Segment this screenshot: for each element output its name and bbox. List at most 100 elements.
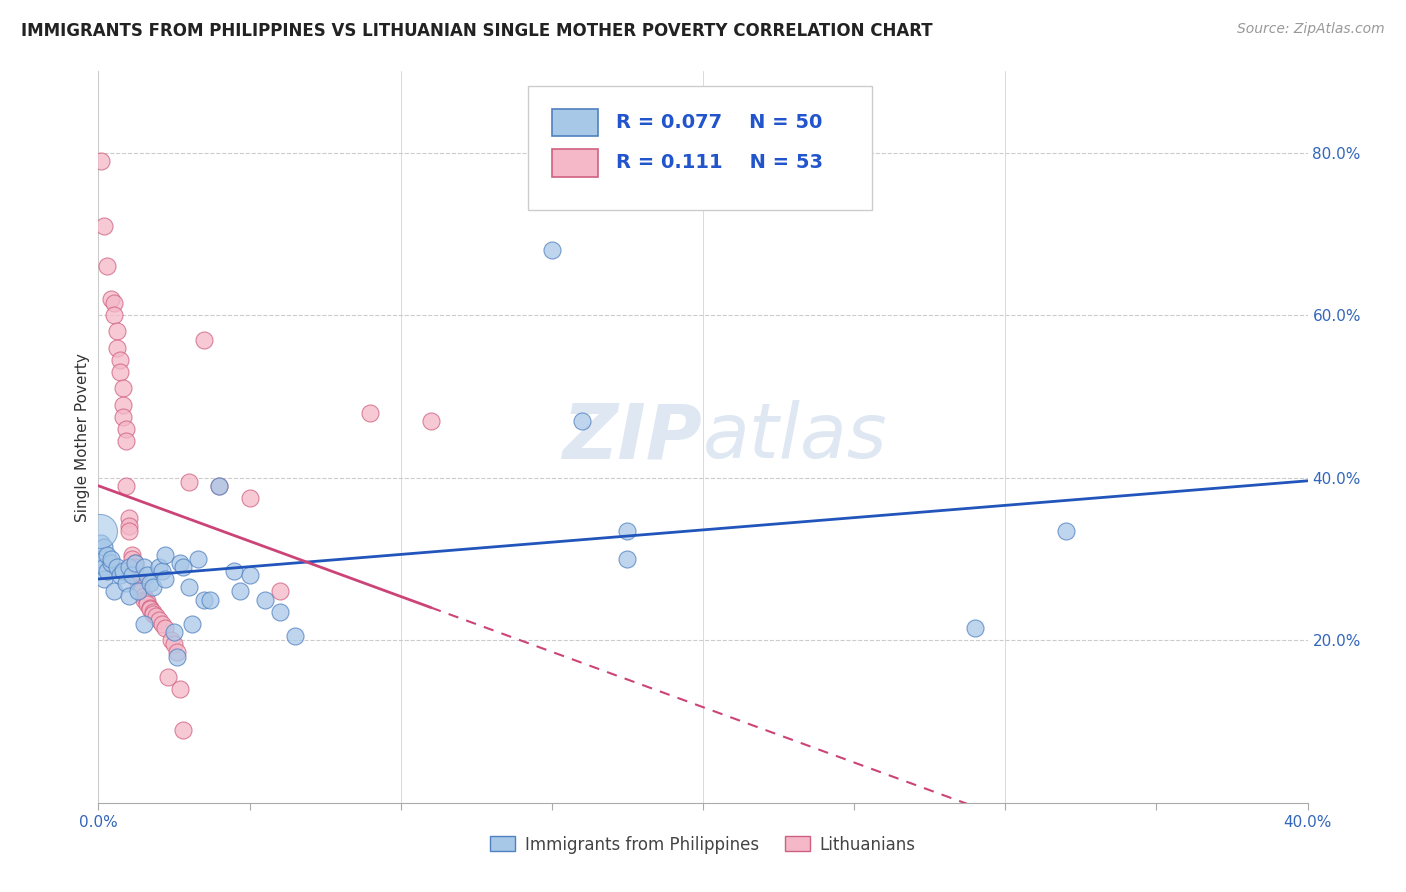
Point: [139, 600, 162, 615]
Point: [179, 581, 201, 595]
Point: [135, 594, 157, 608]
Point: [108, 352, 131, 367]
Point: [111, 564, 134, 578]
Point: [118, 560, 141, 574]
Text: IMMIGRANTS FROM PHILIPPINES VS LITHUANIAN SINGLE MOTHER POVERTY CORRELATION CHAR: IMMIGRANTS FROM PHILIPPINES VS LITHUANIA…: [21, 22, 932, 40]
Point: [239, 491, 262, 505]
Point: [139, 576, 162, 591]
Point: [124, 568, 146, 582]
Point: [169, 556, 191, 570]
Point: [616, 552, 638, 566]
Point: [132, 560, 155, 574]
Point: [118, 524, 141, 538]
Point: [360, 406, 382, 420]
Point: [124, 560, 146, 574]
Point: [166, 645, 188, 659]
Point: [111, 398, 134, 412]
Point: [145, 608, 167, 623]
Point: [100, 552, 122, 566]
Point: [169, 681, 191, 696]
Point: [193, 333, 215, 347]
Point: [114, 434, 136, 449]
Point: [153, 548, 176, 562]
Point: [96, 260, 118, 274]
Point: [105, 560, 128, 574]
Y-axis label: Single Mother Poverty: Single Mother Poverty: [75, 352, 90, 522]
Point: [142, 607, 165, 622]
Point: [111, 409, 134, 424]
Text: R = 0.111    N = 53: R = 0.111 N = 53: [616, 153, 823, 172]
Point: [90, 552, 112, 566]
Point: [181, 617, 204, 632]
Point: [121, 552, 143, 566]
Text: R = 0.077    N = 50: R = 0.077 N = 50: [616, 113, 823, 132]
Point: [160, 633, 183, 648]
Point: [193, 592, 215, 607]
Point: [208, 479, 231, 493]
Point: [132, 592, 155, 607]
Legend: Immigrants from Philippines, Lithuanians: Immigrants from Philippines, Lithuanians: [484, 829, 922, 860]
Point: [965, 621, 987, 635]
Text: ZIP: ZIP: [564, 401, 703, 474]
Point: [93, 219, 115, 233]
Point: [150, 564, 173, 578]
Point: [229, 584, 252, 599]
Point: [129, 584, 152, 599]
Point: [253, 592, 276, 607]
Point: [1054, 524, 1077, 538]
Point: [108, 365, 131, 379]
Point: [121, 568, 143, 582]
Point: [153, 621, 176, 635]
Point: [132, 617, 155, 632]
Point: [153, 572, 176, 586]
Point: [103, 296, 125, 310]
Point: [179, 475, 201, 489]
Point: [96, 564, 118, 578]
Point: [148, 560, 170, 574]
Point: [118, 511, 141, 525]
Point: [121, 548, 143, 562]
Point: [118, 519, 141, 533]
Point: [208, 479, 231, 493]
Point: [420, 414, 443, 428]
Point: [93, 572, 115, 586]
Point: [156, 670, 179, 684]
Point: [172, 560, 194, 574]
Point: [96, 548, 118, 562]
Point: [108, 568, 131, 582]
Point: [103, 584, 125, 599]
Point: [571, 414, 593, 428]
Point: [135, 597, 157, 611]
Point: [105, 325, 128, 339]
Point: [200, 592, 222, 607]
Text: atlas: atlas: [703, 401, 887, 474]
Point: [150, 617, 173, 632]
FancyBboxPatch shape: [527, 86, 872, 211]
Point: [127, 576, 149, 591]
Point: [163, 625, 186, 640]
Point: [114, 422, 136, 436]
Point: [127, 572, 149, 586]
Point: [90, 153, 112, 168]
FancyBboxPatch shape: [551, 149, 598, 177]
Point: [239, 568, 262, 582]
Point: [127, 584, 149, 599]
Point: [93, 540, 115, 554]
Point: [139, 602, 162, 616]
Point: [142, 581, 165, 595]
Point: [148, 613, 170, 627]
Point: [124, 556, 146, 570]
Point: [105, 341, 128, 355]
Point: [93, 560, 115, 574]
Point: [224, 564, 246, 578]
Point: [100, 556, 122, 570]
Point: [540, 243, 562, 257]
Point: [284, 629, 307, 643]
Point: [103, 308, 125, 322]
Point: [132, 589, 155, 603]
Point: [269, 584, 291, 599]
Point: [118, 589, 141, 603]
Point: [89, 524, 111, 538]
Point: [129, 581, 152, 595]
Point: [100, 292, 122, 306]
